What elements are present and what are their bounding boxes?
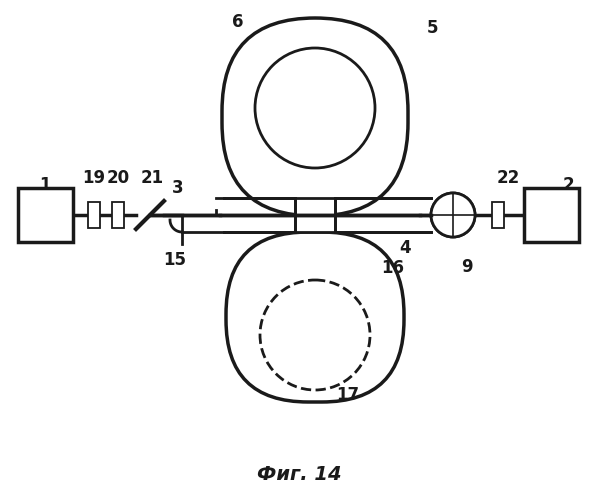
Text: 1: 1 bbox=[40, 176, 51, 194]
Text: 5: 5 bbox=[426, 19, 438, 37]
FancyBboxPatch shape bbox=[222, 18, 408, 216]
Text: 6: 6 bbox=[232, 13, 244, 31]
Circle shape bbox=[431, 193, 475, 237]
Text: 4: 4 bbox=[399, 239, 411, 257]
Text: 21: 21 bbox=[140, 169, 164, 187]
Text: 19: 19 bbox=[83, 169, 105, 187]
Polygon shape bbox=[295, 198, 335, 232]
Text: 15: 15 bbox=[164, 251, 186, 269]
Circle shape bbox=[255, 48, 375, 168]
Text: Фиг. 14: Фиг. 14 bbox=[257, 466, 341, 484]
Bar bbox=[492, 202, 504, 228]
Text: 20: 20 bbox=[107, 169, 129, 187]
FancyBboxPatch shape bbox=[226, 232, 404, 402]
Text: 16: 16 bbox=[382, 259, 404, 277]
Text: 3: 3 bbox=[172, 179, 184, 197]
Text: 17: 17 bbox=[337, 386, 359, 404]
Bar bbox=[524, 188, 579, 242]
Circle shape bbox=[260, 280, 370, 390]
Bar bbox=[88, 202, 100, 228]
Text: 22: 22 bbox=[497, 169, 519, 187]
Bar bbox=[18, 188, 73, 242]
Text: 9: 9 bbox=[461, 258, 473, 276]
Text: 2: 2 bbox=[562, 176, 574, 194]
Circle shape bbox=[431, 193, 475, 237]
Bar bbox=[112, 202, 124, 228]
